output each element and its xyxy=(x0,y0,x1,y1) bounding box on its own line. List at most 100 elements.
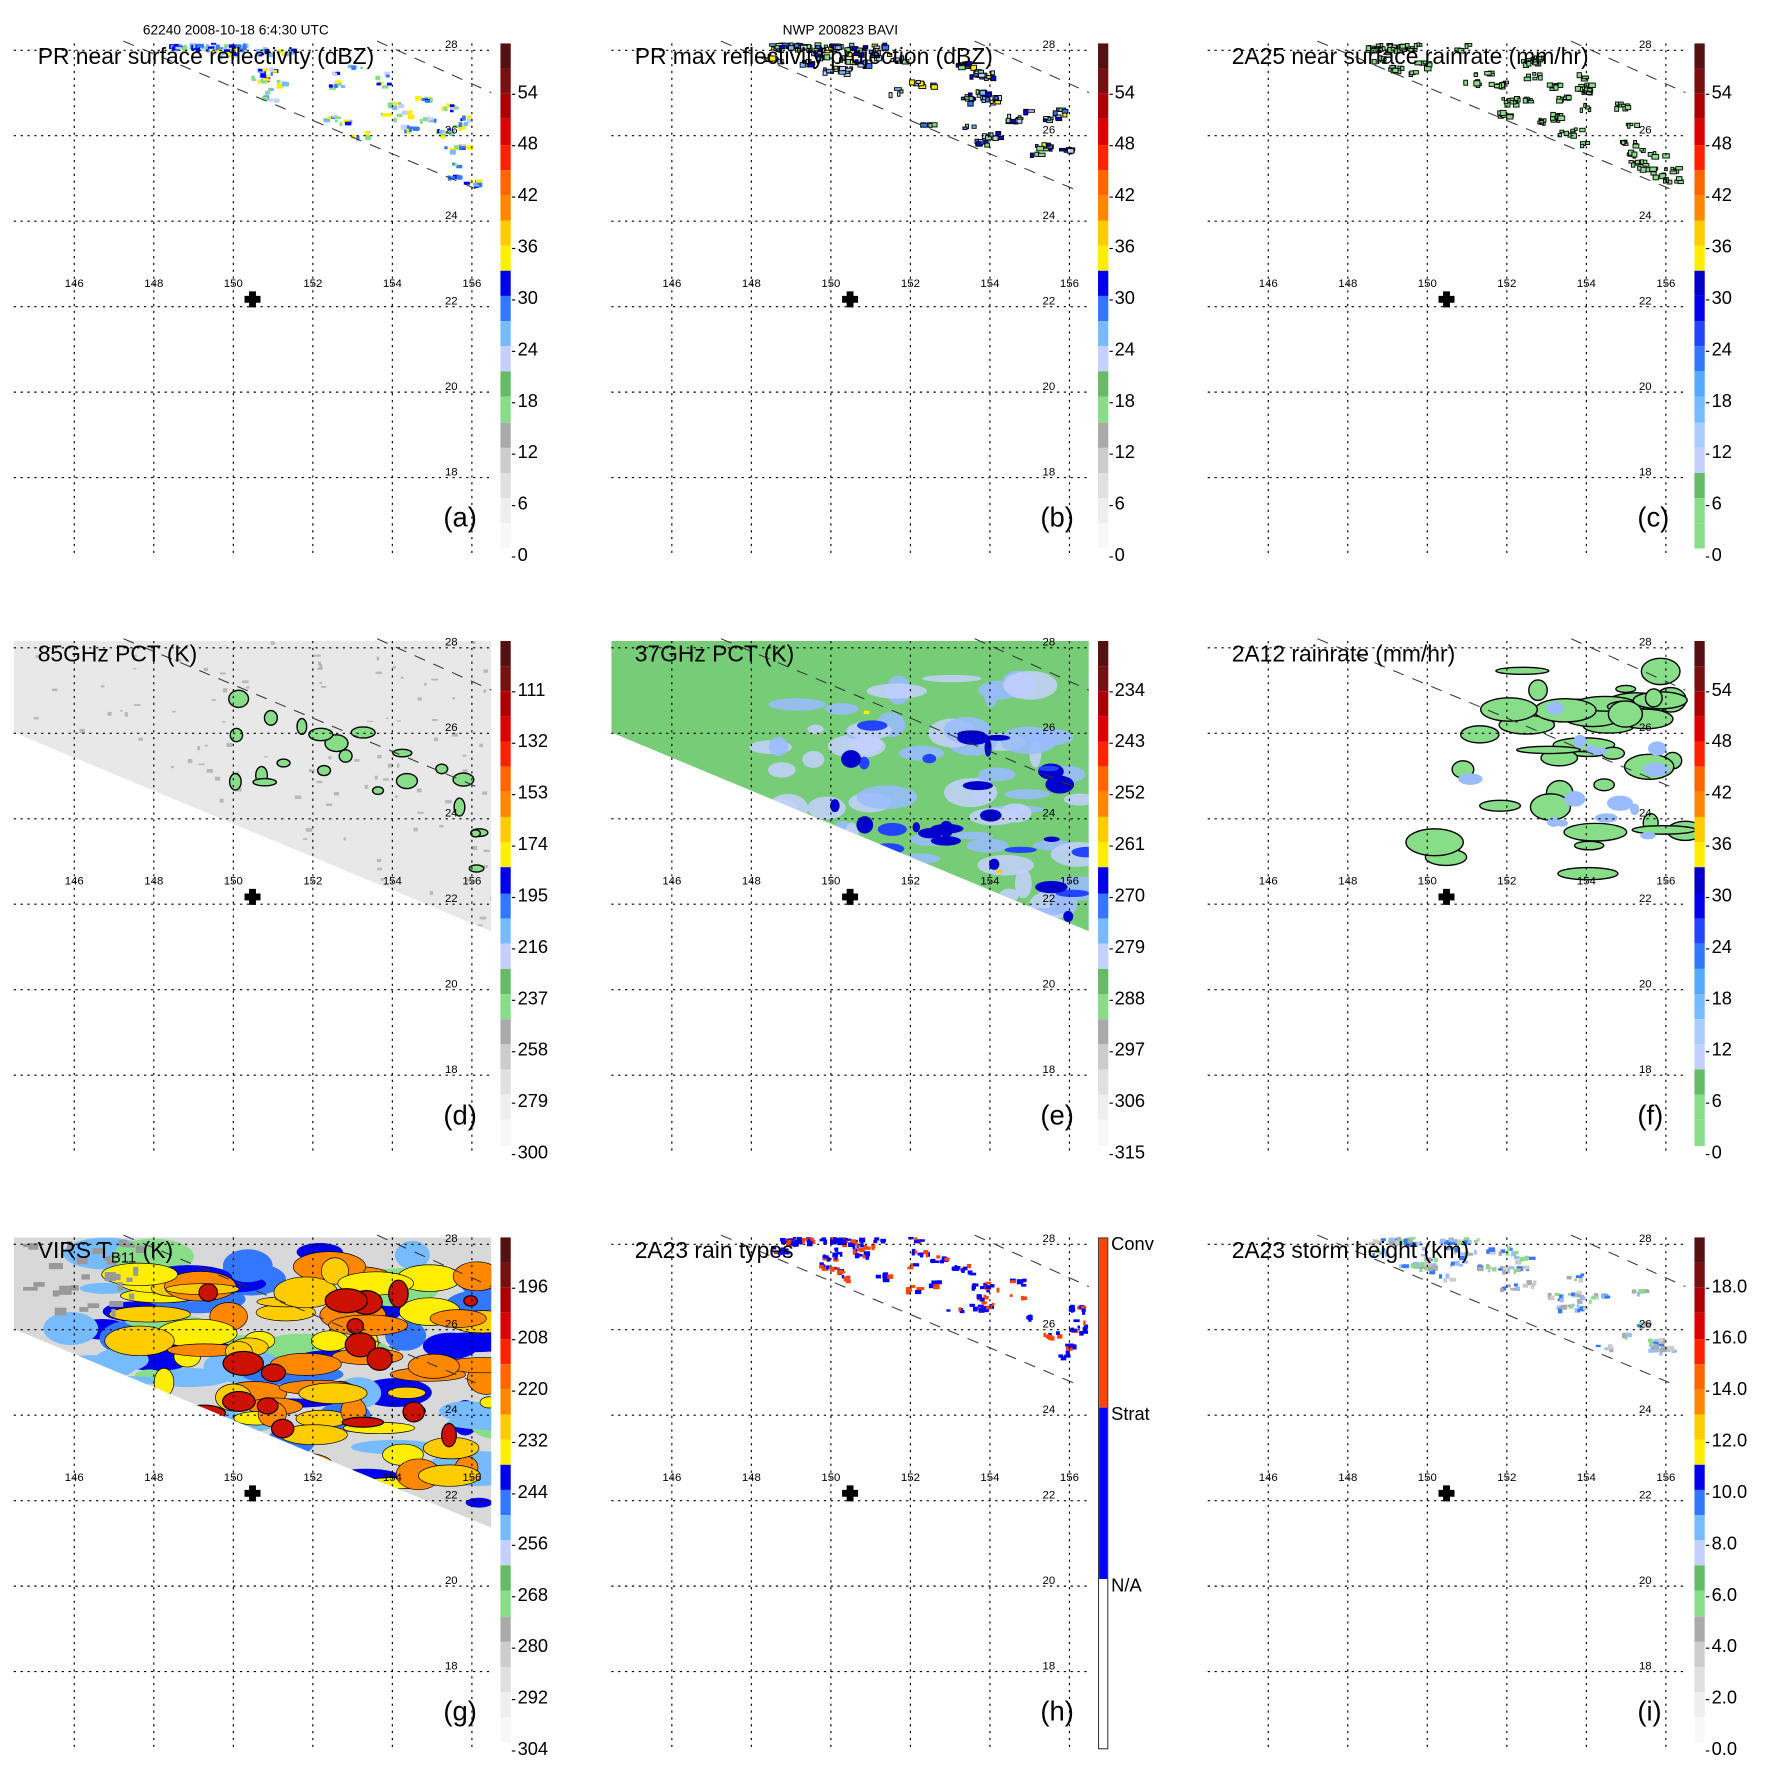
rain-pixel xyxy=(985,1305,992,1310)
graticule xyxy=(13,43,492,555)
cold-pixel xyxy=(395,795,399,798)
colorbar-label: 304 xyxy=(517,1740,549,1760)
colorbar-tick xyxy=(1705,793,1710,795)
rain-pixel xyxy=(1650,171,1657,176)
rain-pixel xyxy=(968,74,973,80)
cold-pixel xyxy=(15,827,20,830)
scattering-area xyxy=(882,915,942,926)
rain-pixel xyxy=(415,96,422,101)
rain-pixel xyxy=(785,1242,793,1246)
rain-pixel xyxy=(1457,47,1465,54)
cold-pixel xyxy=(423,682,427,685)
colorbar-bin xyxy=(1694,1094,1705,1121)
cold-pixel xyxy=(434,736,438,741)
rain-pixel xyxy=(1506,114,1514,120)
rain-pixel xyxy=(1458,1239,1464,1243)
rain-pixel xyxy=(911,1251,915,1256)
latitude-label: 22 xyxy=(1639,1489,1652,1501)
rain-pixel xyxy=(1624,1334,1628,1340)
colorbar-bin xyxy=(1694,842,1705,868)
rain-pixel xyxy=(777,1250,784,1255)
panel-title-text: 2A23 storm height (km) xyxy=(1231,1238,1470,1264)
cold-pixel xyxy=(178,872,184,878)
colorbar-tick xyxy=(1705,453,1710,455)
rain-pixel xyxy=(1026,109,1035,113)
rain-pixel xyxy=(957,65,966,71)
rain-pixel xyxy=(1042,1332,1046,1338)
longitude-label: 148 xyxy=(144,278,163,290)
rain-pixel xyxy=(392,105,398,110)
colorbar-tick xyxy=(511,690,516,692)
ir-band xyxy=(113,1513,214,1528)
swath-field xyxy=(13,1237,492,1528)
rain-pixel xyxy=(1045,142,1051,147)
rain-pixel xyxy=(1676,176,1683,181)
scattering-area xyxy=(1002,670,1057,700)
rain-pixel xyxy=(1517,97,1521,103)
rain-pixel xyxy=(852,1248,856,1252)
panel-title-text: PR near surface reflectivity (dBZ) xyxy=(37,44,375,70)
colorbar-bin xyxy=(500,918,511,944)
rain-pixel xyxy=(1513,100,1517,105)
colorbar-label: 14.0 xyxy=(1711,1380,1748,1400)
rain-pixel xyxy=(1513,1254,1517,1258)
rain-pixel xyxy=(1473,72,1478,77)
rain-pixel xyxy=(840,1270,845,1274)
rain-pixel xyxy=(454,145,459,150)
cold-pixel xyxy=(302,837,308,840)
rain-pixel xyxy=(1639,1321,1644,1326)
colorbar-bin xyxy=(1694,1666,1705,1692)
rain-pixel xyxy=(961,126,967,131)
panel-title: 2A12 rainrate (mm/hr) xyxy=(1232,640,1456,667)
colorbar-bin-conv xyxy=(1098,1238,1107,1408)
rain-pixel xyxy=(449,133,453,137)
rain-pixel xyxy=(1418,1241,1422,1246)
rain-pixel xyxy=(1639,148,1644,152)
cold-pixel xyxy=(367,720,374,722)
rain-pixel xyxy=(343,119,350,124)
storm-center-plus-icon xyxy=(244,1485,261,1502)
cold-cloud xyxy=(271,1452,333,1476)
cold-cloud xyxy=(387,1386,426,1399)
cold-pixel xyxy=(375,671,383,674)
panel-title-subscript: B11 xyxy=(110,1248,137,1266)
rain-pixel xyxy=(406,125,410,131)
map-panel-f: 28 26 24 22 20 18 146 148 150 152 154 156 2A12 rainr… xyxy=(1194,597,1771,1195)
rain-pixel xyxy=(823,49,830,54)
rain-pixel xyxy=(1365,45,1372,52)
latitude-label: 22 xyxy=(1042,892,1055,904)
rain-pixel xyxy=(1622,1333,1626,1339)
rain-pixel xyxy=(1488,81,1495,87)
rain-pixel xyxy=(978,89,986,96)
colorbar-bin xyxy=(1097,447,1108,473)
rain-pixel xyxy=(1418,1266,1426,1269)
rain-pixel xyxy=(1392,1239,1398,1245)
rain-pixel xyxy=(911,1248,915,1253)
colorbar-bin xyxy=(1097,346,1108,372)
rain-pixel xyxy=(1448,1237,1454,1241)
warm-cloud xyxy=(126,1277,133,1282)
rain-pixel xyxy=(1040,142,1047,148)
rain-pixel xyxy=(1574,86,1581,92)
colorbar-bin xyxy=(1694,1237,1705,1263)
rain-pixel xyxy=(1536,56,1543,61)
rain-pixel xyxy=(466,118,473,123)
colorbar-label: 12.0 xyxy=(1711,1431,1748,1452)
rain-pixel xyxy=(1022,109,1028,116)
rain-pixel xyxy=(1579,107,1584,113)
ir-band xyxy=(374,1516,423,1528)
cold-pixel xyxy=(138,737,143,741)
colorbar-bin xyxy=(1097,1069,1108,1095)
colorbar-label: 54 xyxy=(517,83,538,103)
colorbar-tick xyxy=(511,1050,516,1052)
depression-contour xyxy=(453,796,466,817)
rain-pixel xyxy=(402,110,407,114)
colorbar-label: 270 xyxy=(1114,886,1146,906)
panel-title: 2A23 storm height (km) xyxy=(1232,1237,1469,1264)
graticule xyxy=(610,1237,1089,1749)
colorbar-label: Conv xyxy=(1111,1235,1154,1255)
colorbar-bin xyxy=(1097,766,1108,793)
rain-pixel xyxy=(409,126,416,130)
rain-pixel xyxy=(838,1241,845,1245)
rain-pixel xyxy=(1549,1295,1555,1301)
